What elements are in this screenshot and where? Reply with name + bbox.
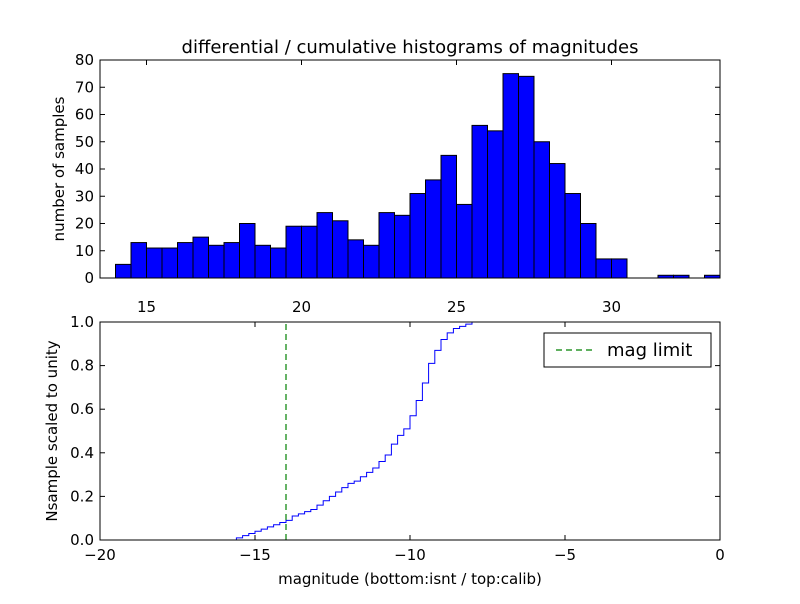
histogram-bar <box>394 214 411 279</box>
histogram-bar <box>130 242 147 279</box>
histogram-bar <box>409 193 426 279</box>
histogram-bar <box>115 263 132 279</box>
histogram-bar <box>440 154 457 279</box>
y-tick-label: 0.8 <box>70 357 94 375</box>
bottom-axes-frame <box>99 321 721 541</box>
top-title: differential / cumulative histograms of … <box>182 37 639 58</box>
top-ylabel: number of samples <box>50 96 68 241</box>
y-tick-label: 0 <box>84 269 94 287</box>
x-tick-label: 25 <box>447 298 466 316</box>
histogram-bar <box>332 220 349 279</box>
histogram-bar <box>502 73 519 279</box>
y-tick-label: 0.0 <box>70 531 94 549</box>
y-tick-label: 1.0 <box>70 313 94 331</box>
top-axes-frame <box>99 59 721 279</box>
x-tick-label: −15 <box>239 546 271 564</box>
top-ticks: 0 10 20 30 40 50 60 70 80 15 20 25 30 <box>75 51 720 316</box>
bottom-ylabel: Nsample scaled to unity <box>43 340 61 521</box>
histogram-bar <box>146 247 163 279</box>
y-tick-label: 0.4 <box>70 444 94 462</box>
histogram-bar <box>301 225 318 279</box>
histogram-bar <box>239 223 256 279</box>
x-tick-label: 15 <box>137 298 156 316</box>
histogram-bar <box>285 225 302 279</box>
histogram-bar <box>456 203 473 279</box>
y-tick-label: 80 <box>75 51 94 69</box>
cumulative-step-line <box>100 321 720 541</box>
y-tick-label: 20 <box>75 215 94 233</box>
histogram-bar <box>487 130 504 279</box>
y-tick-label: 0.2 <box>70 487 94 505</box>
histogram-bar <box>518 75 535 279</box>
histogram-bar <box>161 247 178 279</box>
x-tick-label: 20 <box>292 298 311 316</box>
y-tick-label: 50 <box>75 133 94 151</box>
histogram-bar <box>192 236 209 279</box>
top-bars <box>115 73 721 279</box>
x-tick-label: −20 <box>84 546 116 564</box>
histogram-bar <box>347 239 364 279</box>
histogram-bar <box>177 242 194 279</box>
x-tick-label: −10 <box>394 546 426 564</box>
y-tick-label: 30 <box>75 187 94 205</box>
histogram-bar <box>595 258 612 279</box>
y-tick-label: 60 <box>75 106 94 124</box>
y-tick-label: 70 <box>75 78 94 96</box>
y-tick-label: 0.6 <box>70 400 94 418</box>
y-tick-label: 40 <box>75 160 94 178</box>
histogram-bar <box>316 212 333 279</box>
x-tick-label: 30 <box>602 298 621 316</box>
legend: mag limit <box>543 332 712 368</box>
bottom-xlabel: magnitude (bottom:isnt / top:calib) <box>278 570 542 588</box>
histogram-bar <box>580 223 597 279</box>
histogram-bar <box>378 212 395 279</box>
histogram-bar <box>254 244 271 279</box>
histogram-bar <box>425 179 442 279</box>
legend-label: mag limit <box>607 340 692 361</box>
histogram-bar <box>208 244 225 279</box>
bottom-panel: Nsample scaled to unity magnitude (botto… <box>43 313 725 588</box>
top-panel: differential / cumulative histograms of … <box>50 37 721 316</box>
histogram-bar <box>223 242 240 279</box>
x-tick-label: −5 <box>554 546 576 564</box>
x-tick-label: 0 <box>715 546 725 564</box>
histogram-bar <box>564 193 581 279</box>
histogram-bar <box>533 141 550 279</box>
histogram-bar <box>471 124 488 279</box>
histogram-bar <box>363 244 380 279</box>
histogram-bar <box>270 247 287 279</box>
histogram-bar <box>611 258 628 279</box>
y-tick-label: 10 <box>75 242 94 260</box>
histogram-bar <box>549 163 566 279</box>
